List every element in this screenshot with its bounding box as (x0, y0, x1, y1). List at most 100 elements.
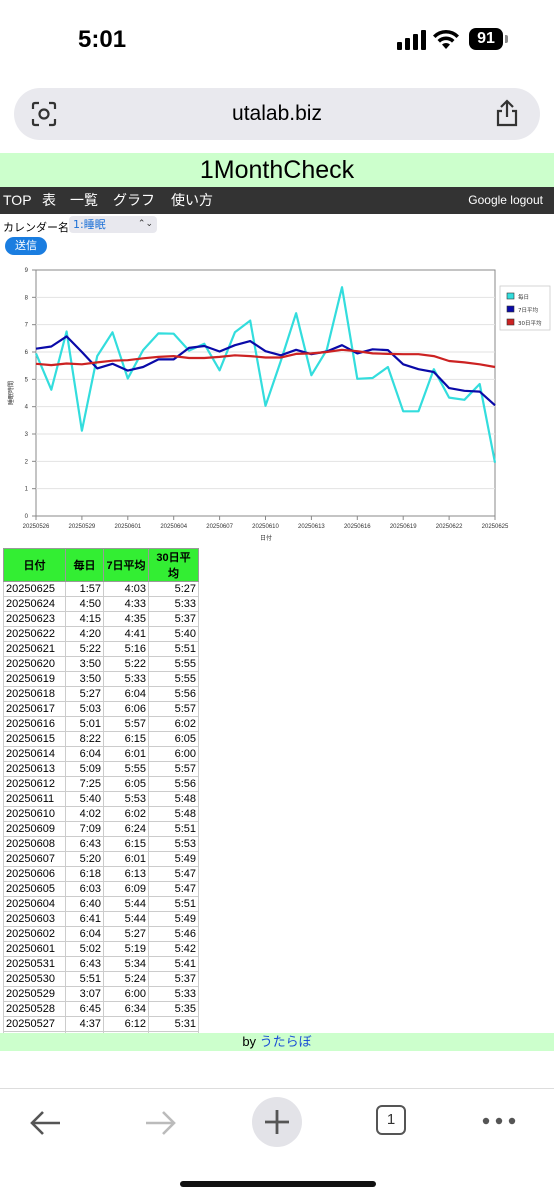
avg7-cell: 5:44 (103, 896, 149, 912)
avg30-cell: 5:40 (148, 626, 199, 642)
avg7-cell: 5:27 (103, 926, 149, 942)
share-icon[interactable] (494, 98, 520, 128)
status-bar: 5:01 91 (0, 0, 554, 80)
date-cell: 20250606 (3, 866, 66, 882)
legend-label-2: 30日平均 (518, 319, 542, 327)
nav-item-table[interactable]: 表 (42, 192, 56, 208)
date-cell: 20250623 (3, 611, 66, 627)
avg7-cell: 6:01 (103, 746, 149, 762)
page-scan-icon[interactable] (30, 100, 58, 128)
nav-item-list[interactable]: 一覧 (70, 192, 98, 208)
daily-cell: 6:04 (65, 926, 104, 942)
daily-cell: 3:50 (65, 656, 104, 672)
avg30-cell: 5:49 (148, 851, 199, 867)
footer: by うたらぼ (0, 1033, 554, 1051)
cellular-signal-icon (397, 30, 426, 50)
submit-button[interactable]: 送信 (5, 237, 47, 255)
y-tick-label: 2 (25, 459, 29, 465)
avg30-cell: 5:41 (148, 956, 199, 972)
x-tick-label: 20250616 (344, 524, 371, 530)
avg7-cell: 6:15 (103, 836, 149, 852)
y-tick-label: 5 (25, 377, 29, 383)
x-tick-label: 20250604 (160, 524, 187, 530)
date-cell: 20250527 (3, 1016, 66, 1032)
avg30-cell: 5:35 (148, 1001, 199, 1017)
nav-item-howto[interactable]: 使い方 (171, 192, 213, 208)
daily-cell: 3:50 (65, 671, 104, 687)
avg7-cell: 5:22 (103, 656, 149, 672)
table-row: 20250617 5:03 6:06 5:57 (3, 701, 199, 717)
legend-swatch-0 (506, 292, 515, 300)
series-line-0 (34, 286, 497, 463)
avg30-cell: 5:51 (148, 896, 199, 912)
chart-grid (32, 269, 496, 520)
logout-link[interactable]: Google logout (468, 193, 543, 207)
battery-icon (505, 35, 508, 43)
table-row: 20250622 4:20 4:41 5:40 (3, 626, 199, 642)
x-tick-label: 20250625 (482, 524, 509, 530)
x-tick-label: 20250610 (252, 524, 279, 530)
avg7-cell: 6:01 (103, 851, 149, 867)
date-cell: 20250614 (3, 746, 66, 762)
footer-link[interactable]: うたらぼ (259, 1034, 312, 1049)
header-date: 日付 (3, 548, 66, 582)
chart-labels: 0 1 2 3 4 5 6 7 8 9 20250526 20250529 20250601 202506… (7, 268, 509, 542)
date-cell: 20250602 (3, 926, 66, 942)
x-tick-label: 20250613 (298, 524, 325, 530)
avg7-cell: 6:15 (103, 731, 149, 747)
daily-cell: 6:03 (65, 881, 104, 897)
calendar-select[interactable]: 1:睡眠 ⌃⌄ (69, 216, 157, 233)
table-row: 20250601 5:02 5:19 5:42 (3, 941, 199, 957)
avg30-cell: 5:57 (148, 701, 199, 717)
table-row: 20250608 6:43 6:15 5:53 (3, 836, 199, 852)
tab-count-icon[interactable]: 1 (376, 1105, 406, 1135)
nav-item-graph[interactable]: グラフ (113, 192, 155, 208)
daily-cell: 5:02 (65, 941, 104, 957)
avg30-cell: 5:37 (148, 971, 199, 987)
avg30-cell: 5:46 (148, 926, 199, 942)
date-cell: 20250622 (3, 626, 66, 642)
avg30-cell: 5:31 (148, 1016, 199, 1032)
daily-cell: 5:22 (65, 641, 104, 657)
table-row: 20250527 4:37 6:12 5:31 (3, 1016, 199, 1032)
address-bar[interactable]: utalab.biz (14, 88, 540, 140)
date-cell: 20250617 (3, 701, 66, 717)
nav-item-top[interactable]: TOP (3, 192, 32, 208)
table-row: 20250604 6:40 5:44 5:51 (3, 896, 199, 912)
table-row: 20250605 6:03 6:09 5:47 (3, 881, 199, 897)
avg7-cell: 6:05 (103, 776, 149, 792)
daily-cell: 4:50 (65, 596, 104, 612)
daily-cell: 5:40 (65, 791, 104, 807)
date-cell: 20250530 (3, 971, 66, 987)
daily-cell: 3:07 (65, 986, 104, 1002)
y-axis-label: 睡眠時間 (7, 381, 15, 405)
avg7-cell: 5:57 (103, 716, 149, 732)
daily-cell: 6:41 (65, 911, 104, 927)
table-row: 20250614 6:04 6:01 6:00 (3, 746, 199, 762)
more-icon[interactable] (482, 1117, 516, 1125)
table-row: 20250612 7:25 6:05 5:56 (3, 776, 199, 792)
y-tick-label: 8 (25, 295, 29, 301)
wifi-icon (433, 29, 459, 49)
avg30-cell: 5:27 (148, 581, 199, 597)
date-cell: 20250605 (3, 881, 66, 897)
table-row: 20250602 6:04 5:27 5:46 (3, 926, 199, 942)
date-cell: 20250609 (3, 821, 66, 837)
legend-swatch-2 (506, 318, 515, 326)
daily-cell: 5:01 (65, 716, 104, 732)
avg7-cell: 6:09 (103, 881, 149, 897)
daily-cell: 5:51 (65, 971, 104, 987)
nav-bar: TOP 表 一覧 グラフ 使い方 Google logout (0, 187, 554, 214)
header-daily: 毎日 (65, 548, 104, 582)
forward-arrow-icon[interactable] (144, 1109, 178, 1137)
avg7-cell: 6:06 (103, 701, 149, 717)
new-tab-icon[interactable] (252, 1097, 302, 1147)
y-tick-label: 3 (25, 432, 29, 438)
avg30-cell: 5:55 (148, 656, 199, 672)
x-tick-label: 20250526 (23, 524, 50, 530)
y-tick-label: 6 (25, 350, 29, 356)
table-row: 20250621 5:22 5:16 5:51 (3, 641, 199, 657)
footer-by: by (242, 1034, 257, 1049)
back-arrow-icon[interactable] (28, 1109, 62, 1137)
avg7-cell: 6:12 (103, 1016, 149, 1032)
